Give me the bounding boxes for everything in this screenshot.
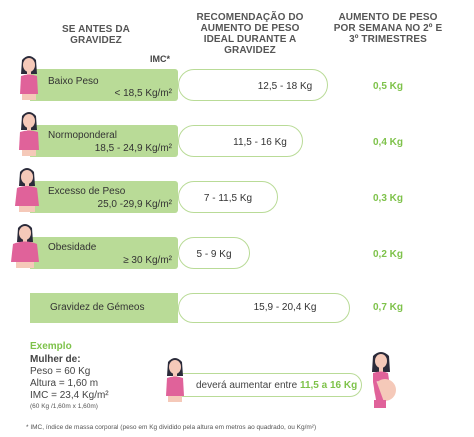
example-heading: Mulher de: [30, 354, 81, 365]
bmi-value-3: 25,0 -29,9 Kg/m² [97, 199, 172, 210]
category-box-2 [30, 125, 178, 157]
category-box-4 [30, 237, 178, 269]
bmi-value-1: < 18,5 Kg/m² [114, 88, 172, 99]
bmi-value-2: 18,5 - 24,9 Kg/m² [94, 143, 172, 154]
twins-weekly-value: 0,7 Kg [372, 302, 403, 313]
category-label-3: Excesso de Peso [48, 186, 126, 197]
example-height: Altura = 1,60 m [30, 378, 99, 389]
woman-icon [20, 56, 38, 100]
woman-icon [19, 112, 39, 156]
header-recommended-gain: RECOMENDAÇÃO DO AUMENTO DE PESO IDEAL DU… [196, 12, 304, 56]
weekly-value-1: 0,5 Kg [372, 81, 403, 92]
bmi-value-4: ≥ 30 Kg/m² [123, 255, 172, 266]
woman-icon [11, 224, 39, 268]
range-value-3: 7 - 11,5 Kg [203, 193, 253, 204]
range-pill-4 [178, 237, 250, 269]
weekly-value-3: 0,3 Kg [372, 193, 403, 204]
category-box-1 [30, 69, 178, 101]
category-label-1: Baixo Peso [48, 76, 99, 87]
woman-before-icon [166, 358, 184, 402]
example-imc: IMC = 23,4 Kg/m² [30, 390, 109, 401]
example-result-text: deverá aumentar entre 11,5 a 16 Kg [196, 380, 357, 391]
header-before-pregnancy: SE ANTES DA GRAVIDEZ [62, 24, 130, 46]
category-label-2: Normoponderal [48, 130, 117, 141]
range-value-4: 5 - 9 Kg [196, 249, 232, 260]
weekly-value-2: 0,4 Kg [372, 137, 403, 148]
category-box-3 [30, 181, 178, 213]
example-result-range: 11,5 a 16 Kg [299, 380, 358, 391]
example-title: Exemplo [30, 341, 72, 352]
example-calc: (60 Kg /1,60m x 1,60m) [30, 403, 98, 410]
woman-icon [15, 168, 39, 212]
twins-label: Gravidez de Gémeos [50, 302, 145, 313]
imc-label: IMC* [150, 54, 170, 64]
header-weekly-gain: AUMENTO DE PESO POR SEMANA NO 2º E 3º TR… [333, 12, 443, 45]
twins-range-value: 15,9 - 20,4 Kg [253, 302, 317, 313]
twins-range-pill [178, 293, 350, 323]
range-pill-2 [178, 125, 303, 157]
range-pill-3 [178, 181, 278, 213]
pregnant-woman-icon [372, 352, 396, 408]
footnote: * IMC, índice de massa corporal (peso em… [26, 424, 317, 431]
example-weight: Peso = 60 Kg [30, 366, 91, 377]
example-result-prefix: deverá aumentar entre [196, 380, 300, 391]
category-label-4: Obesidade [48, 242, 97, 253]
range-value-2: 11,5 - 16 Kg [233, 137, 287, 148]
range-value-1: 12,5 - 18 Kg [257, 81, 313, 92]
weekly-value-4: 0,2 Kg [372, 249, 403, 260]
range-pill-1 [178, 69, 328, 101]
twins-box [30, 293, 178, 323]
